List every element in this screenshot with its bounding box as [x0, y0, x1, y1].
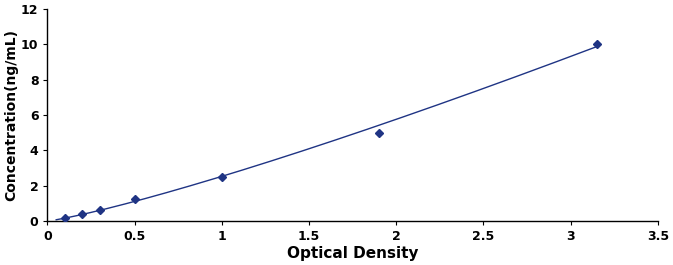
X-axis label: Optical Density: Optical Density [287, 246, 419, 261]
Y-axis label: Concentration(ng/mL): Concentration(ng/mL) [4, 29, 18, 201]
